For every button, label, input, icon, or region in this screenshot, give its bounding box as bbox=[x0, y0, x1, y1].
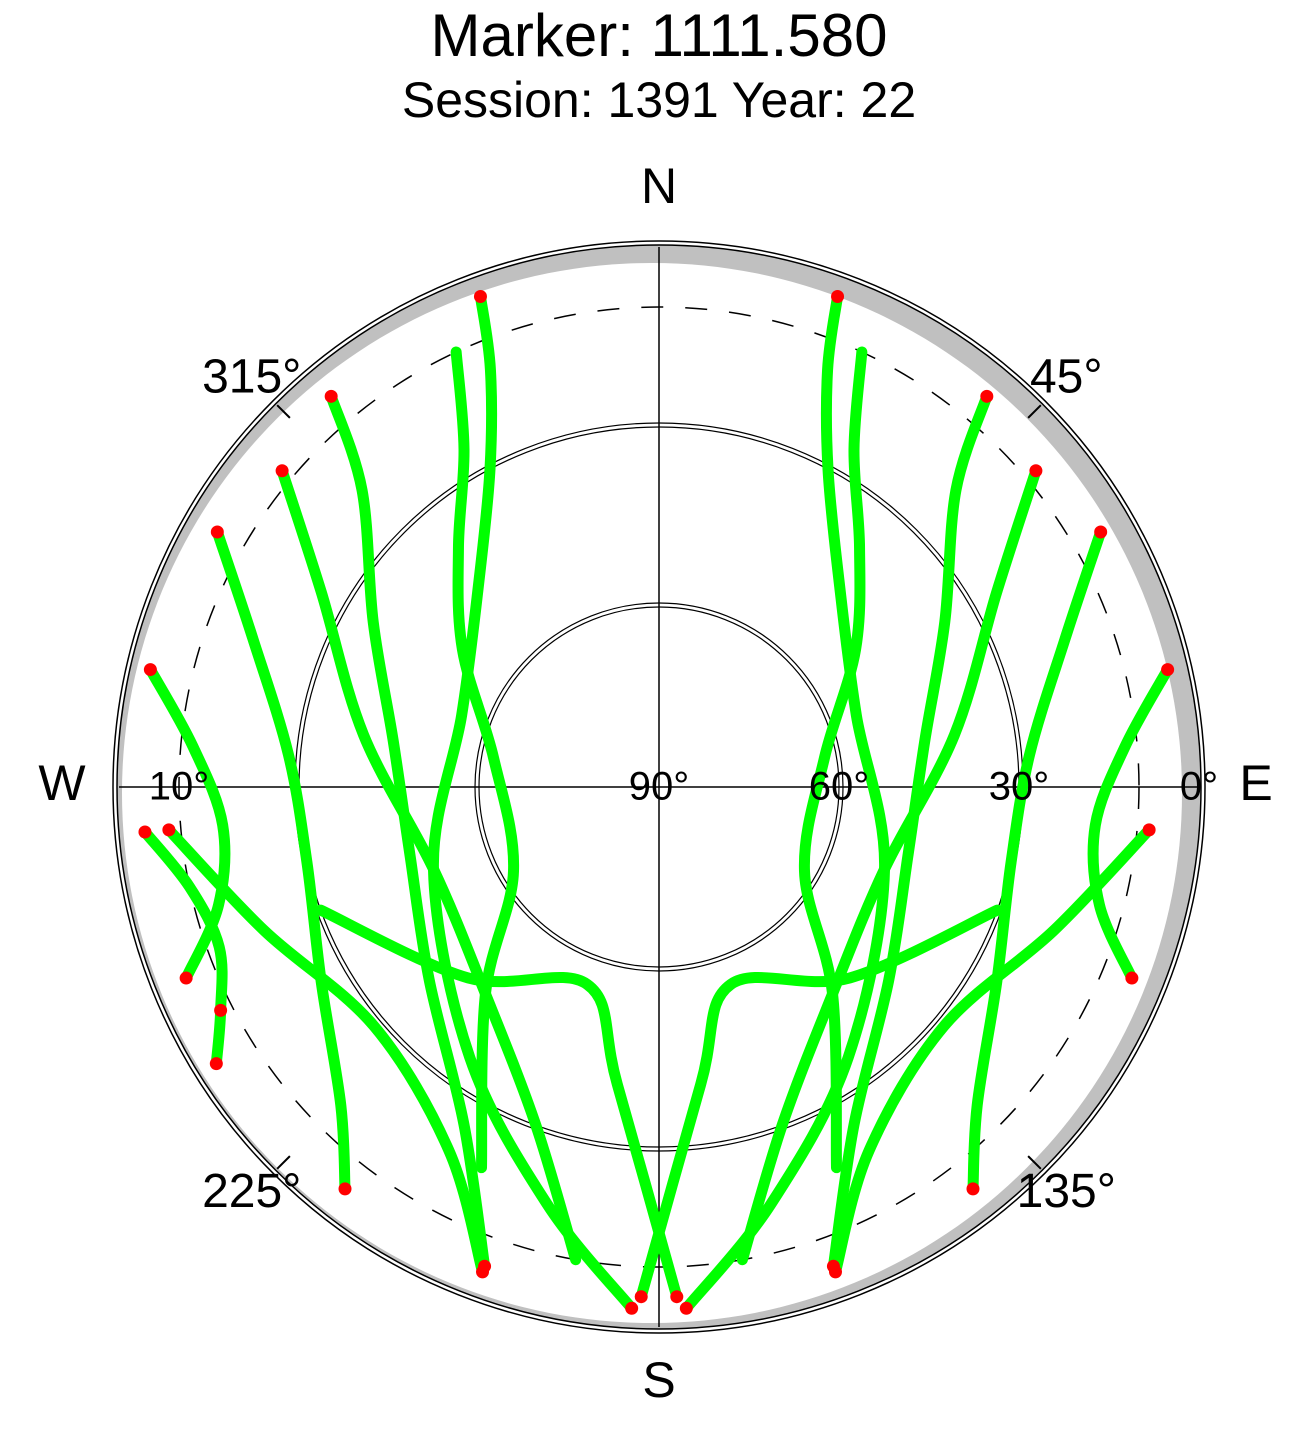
low-elevation-point bbox=[210, 525, 224, 539]
elevation-tick-label: 30° bbox=[989, 765, 1050, 809]
satellite-track bbox=[1087, 664, 1174, 984]
azimuth-tick bbox=[276, 404, 291, 419]
azimuth-tick-label: 45° bbox=[1030, 350, 1103, 403]
low-elevation-point bbox=[670, 1290, 684, 1304]
satellite-track bbox=[798, 346, 868, 1174]
elevation-tick-label: 60° bbox=[809, 765, 870, 809]
satellite-track bbox=[635, 904, 1003, 1303]
low-elevation-point bbox=[831, 289, 845, 303]
low-elevation-point bbox=[1142, 823, 1156, 837]
azimuth-tick-label: 315° bbox=[202, 350, 301, 403]
satellite-track bbox=[315, 904, 683, 1303]
azimuth-tick bbox=[1027, 404, 1042, 419]
low-elevation-point bbox=[275, 464, 289, 478]
chart-title: Marker: 1111.580 bbox=[431, 2, 888, 69]
low-elevation-point bbox=[966, 1182, 980, 1196]
satellite-track bbox=[829, 824, 1155, 1278]
low-elevation-point bbox=[828, 1265, 842, 1279]
azimuth-tick bbox=[276, 1155, 291, 1170]
low-elevation-point bbox=[634, 1290, 648, 1304]
low-elevation-point bbox=[1161, 663, 1175, 677]
compass-label: W bbox=[38, 755, 86, 811]
azimuth-tick-label: 225° bbox=[202, 1165, 301, 1218]
low-elevation-point bbox=[476, 1265, 490, 1279]
low-elevation-point bbox=[679, 1301, 693, 1315]
azimuth-tick-label: 135° bbox=[1017, 1165, 1116, 1218]
compass-label: S bbox=[642, 1352, 675, 1408]
plot: N E S W 45° 135° 225° 315° 90° 60° 30° 0° 10° bbox=[38, 158, 1272, 1408]
satellite-track bbox=[680, 290, 891, 1314]
satellite-track bbox=[967, 526, 1107, 1195]
satellite-track bbox=[139, 826, 228, 1070]
low-elevation-point bbox=[138, 825, 152, 839]
satellite-track bbox=[276, 465, 582, 1266]
low-elevation-point bbox=[214, 1003, 228, 1017]
satellite-track bbox=[211, 526, 351, 1195]
azimuth-tick bbox=[1027, 1155, 1042, 1170]
elevation-tick-label: 0° bbox=[1180, 765, 1218, 809]
chart-subtitle: Session: 1391 Year: 22 bbox=[402, 72, 916, 128]
outer-ring bbox=[112, 240, 1206, 1334]
low-elevation-point bbox=[143, 663, 157, 677]
low-elevation-point bbox=[209, 1057, 223, 1071]
elevation-tick-label: 90° bbox=[629, 765, 690, 809]
satellite-track bbox=[736, 465, 1042, 1266]
compass-label: E bbox=[1239, 755, 1272, 811]
low-elevation-point bbox=[338, 1182, 352, 1196]
low-elevation-point bbox=[625, 1301, 639, 1315]
low-elevation-point bbox=[1029, 464, 1043, 478]
low-elevation-point bbox=[473, 289, 487, 303]
low-elevation-point bbox=[1125, 971, 1139, 985]
low-elevation-point bbox=[1094, 525, 1108, 539]
satellite-track bbox=[163, 824, 489, 1278]
elevation-mask-label: 10° bbox=[149, 765, 210, 809]
low-elevation-point bbox=[162, 823, 176, 837]
low-elevation-point bbox=[980, 389, 994, 403]
compass-label: N bbox=[641, 158, 677, 214]
satellite-track bbox=[427, 290, 638, 1314]
satellite-track bbox=[450, 346, 520, 1174]
low-elevation-point bbox=[179, 971, 193, 985]
low-elevation-point bbox=[324, 389, 338, 403]
